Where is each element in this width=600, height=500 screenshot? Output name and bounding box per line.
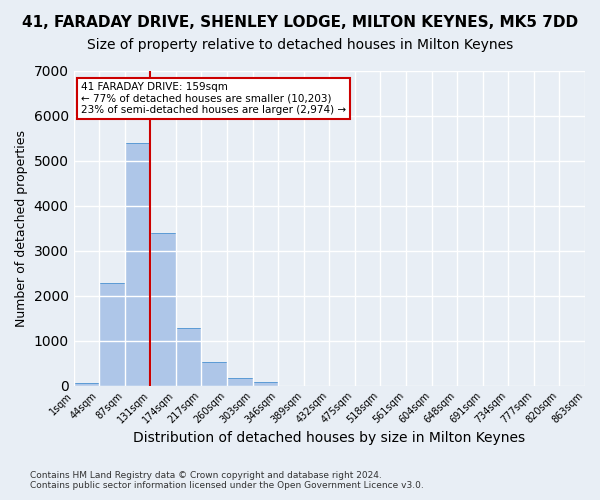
Bar [74, 384, 99, 386]
Y-axis label: Number of detached properties: Number of detached properties [15, 130, 28, 326]
Text: Contains HM Land Registry data © Crown copyright and database right 2024.
Contai: Contains HM Land Registry data © Crown c… [30, 470, 424, 490]
Bar [99, 283, 125, 386]
Text: Size of property relative to detached houses in Milton Keynes: Size of property relative to detached ho… [87, 38, 513, 52]
Bar [176, 328, 202, 386]
X-axis label: Distribution of detached houses by size in Milton Keynes: Distribution of detached houses by size … [133, 431, 526, 445]
Text: 41, FARADAY DRIVE, SHENLEY LODGE, MILTON KEYNES, MK5 7DD: 41, FARADAY DRIVE, SHENLEY LODGE, MILTON… [22, 15, 578, 30]
Bar [227, 378, 253, 386]
Bar [150, 234, 176, 386]
Bar [253, 382, 278, 386]
Bar [125, 144, 150, 386]
Text: 41 FARADAY DRIVE: 159sqm
← 77% of detached houses are smaller (10,203)
23% of se: 41 FARADAY DRIVE: 159sqm ← 77% of detach… [81, 82, 346, 115]
Bar [202, 362, 227, 386]
